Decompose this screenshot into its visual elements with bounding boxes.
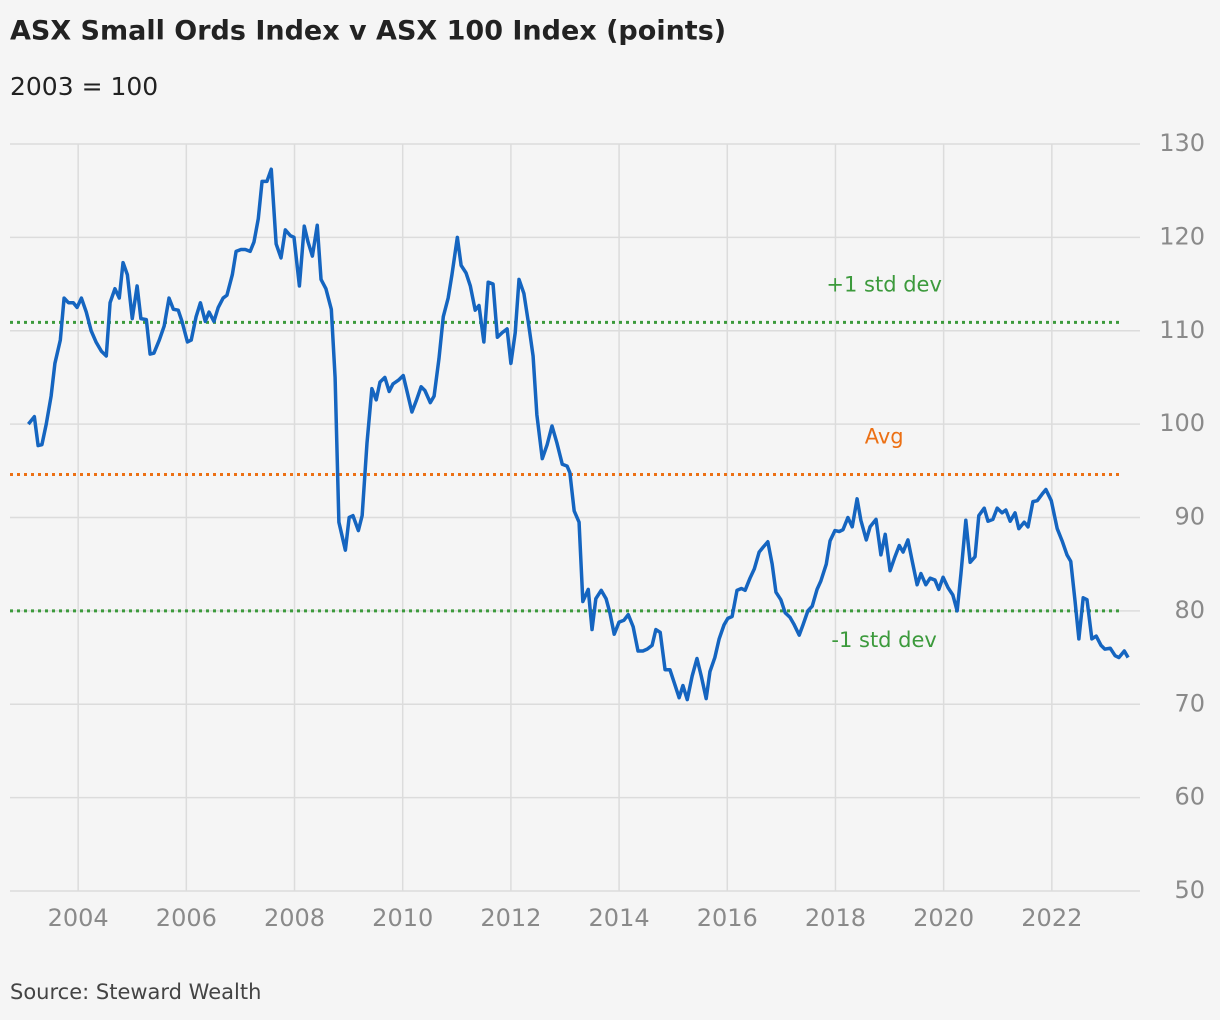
y-tick-label: 120: [1159, 222, 1205, 250]
x-tick-label: 2004: [48, 904, 109, 932]
x-tick-label: 2020: [913, 904, 974, 932]
y-tick-label: 130: [1159, 129, 1205, 157]
y-tick-label: 90: [1174, 503, 1205, 531]
x-tick-label: 2018: [805, 904, 866, 932]
reference-label: -1 std dev: [831, 628, 936, 652]
y-tick-label: 60: [1174, 783, 1205, 811]
x-tick-label: 2022: [1021, 904, 1082, 932]
source-note: Source: Steward Wealth: [10, 980, 261, 1004]
y-tick-label: 70: [1174, 689, 1205, 717]
y-tick-label: 50: [1174, 876, 1205, 904]
x-tick-label: 2006: [156, 904, 217, 932]
reference-label: Avg: [865, 425, 904, 449]
x-tick-label: 2012: [480, 904, 541, 932]
series-line: [27, 167, 1130, 702]
y-tick-label: 80: [1174, 596, 1205, 624]
x-tick-label: 2008: [264, 904, 325, 932]
y-tick-label: 110: [1159, 316, 1205, 344]
x-tick-label: 2010: [372, 904, 433, 932]
x-tick-label: 2014: [589, 904, 650, 932]
chart-subtitle: 2003 = 100: [10, 72, 158, 101]
x-tick-label: 2016: [697, 904, 758, 932]
y-tick-label: 100: [1159, 409, 1205, 437]
reference-label: +1 std dev: [826, 272, 942, 296]
chart-title: ASX Small Ords Index v ASX 100 Index (po…: [10, 16, 726, 47]
